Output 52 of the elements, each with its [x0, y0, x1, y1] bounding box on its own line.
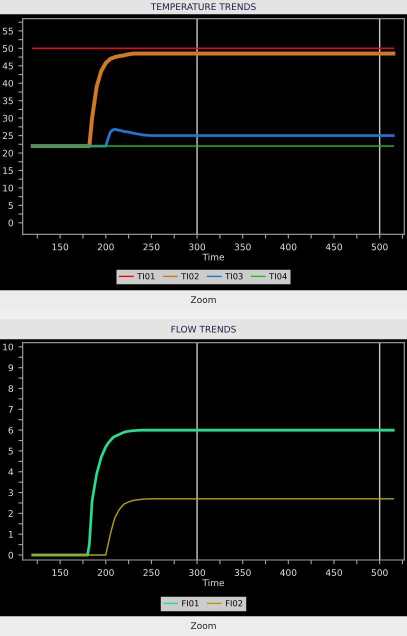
y-tick-label: 0: [8, 552, 14, 559]
x-tick-label: 250: [143, 243, 160, 250]
y-tick-label: 1: [8, 531, 13, 538]
x-tick-label: 200: [98, 569, 114, 576]
legend-label: TI03: [225, 273, 243, 280]
y-tick-label: 0: [8, 220, 14, 226]
y-tick-label: 40: [2, 80, 14, 87]
text: Zoom: [190, 296, 216, 304]
x-tick-label: 350: [234, 569, 251, 576]
y-tick-label: 35: [2, 97, 13, 104]
y-tick-label: 30: [2, 114, 14, 122]
y-tick-label: 3: [8, 489, 13, 496]
y-tick-label: 55: [2, 28, 13, 34]
y-tick-label: 45: [2, 62, 13, 70]
x-tick-label: 400: [280, 243, 296, 250]
chart-title: FLOW TRENDS: [172, 326, 236, 333]
x-tick-label: 150: [52, 243, 68, 250]
y-tick-label: 15: [3, 167, 13, 174]
x-tick-label: 250: [143, 569, 160, 576]
x-tick-label: 150: [52, 569, 68, 576]
y-tick-label: 9: [8, 364, 14, 372]
y-tick-label: 5: [8, 448, 13, 454]
x-axis-title: Time: [202, 253, 224, 260]
x-tick-label: 500: [372, 569, 388, 576]
legend-label: TI04: [269, 273, 287, 280]
x-tick-label: 300: [189, 243, 206, 250]
y-tick-label: 8: [8, 385, 14, 392]
y-tick-label: 10: [3, 184, 14, 192]
x-tick-label: 200: [98, 243, 114, 250]
x-axis-title: Time: [202, 579, 224, 586]
y-tick-label: 6: [8, 426, 14, 434]
x-tick-label: 450: [326, 243, 342, 250]
y-tick-label: 20: [2, 150, 14, 157]
x-tick-label: 500: [372, 243, 388, 250]
x-tick-label: 300: [189, 569, 206, 576]
x-tick-label: 350: [234, 243, 251, 250]
y-tick-label: 50: [2, 45, 14, 52]
y-tick-label: 4: [8, 468, 14, 476]
x-tick-label: 450: [326, 569, 342, 576]
chart-title: TEMPERATURE TRENDS: [150, 3, 256, 10]
text: Zoom: [190, 622, 216, 630]
line-series: [32, 498, 394, 556]
y-tick-label: 10: [3, 344, 14, 350]
legend-label: FI01: [182, 600, 199, 606]
y-tick-label: 2: [8, 510, 13, 517]
y-tick-label: 5: [8, 202, 13, 209]
legend-label: FI02: [226, 600, 242, 606]
x-tick-label: 400: [280, 569, 296, 576]
y-tick-label: 25: [2, 132, 13, 140]
legend-label: TI01: [137, 273, 155, 280]
legend-label: TI02: [181, 273, 198, 280]
y-tick-label: 7: [8, 406, 13, 413]
